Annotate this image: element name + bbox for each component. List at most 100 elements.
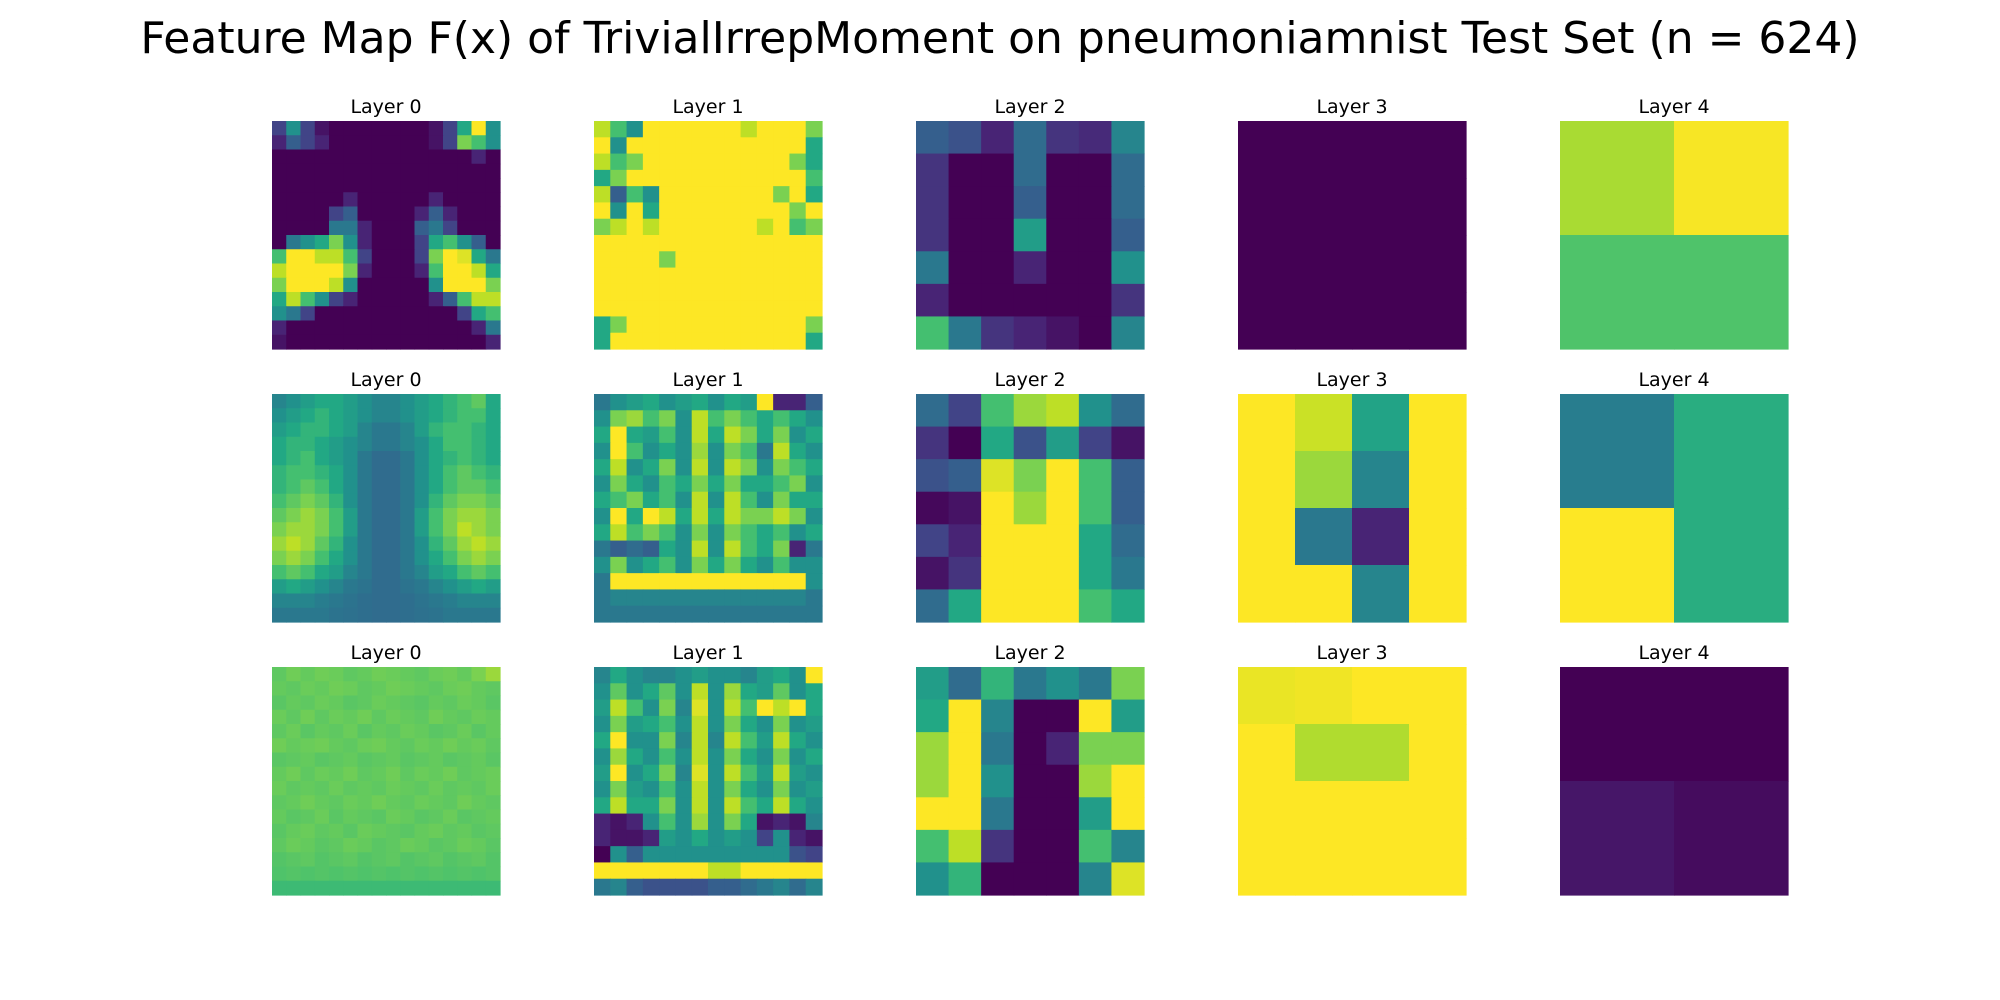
heatmap-cell [789,540,807,558]
heatmap-cell [471,263,487,279]
heatmap-cell [626,267,644,285]
heatmap-cell [272,320,287,336]
heatmap-cell [471,334,487,350]
heatmap-cell [443,709,458,725]
heatmap-cell [659,508,677,525]
heatmap-cell [594,878,611,896]
heatmap-cell [756,862,774,880]
heatmap-cell [1078,491,1113,525]
heatmap-cell [1013,153,1047,187]
heatmap-cell [343,436,359,452]
heatmap-cell [740,715,758,733]
heatmap-cell [343,709,359,725]
heatmap-cell [773,283,791,301]
heatmap-cell [471,695,487,711]
heatmap-cell [272,465,287,481]
heatmap-cell [386,149,401,165]
heatmap-cell [981,153,1015,187]
heatmap-cell [740,573,758,591]
heatmap-cell [724,524,742,542]
heatmap-cell [691,426,709,444]
heatmap-row0-layer-4: Layer 4 [1560,96,1789,350]
heatmap-cell [485,522,501,538]
heatmap-cell [357,607,373,623]
heatmap-cell [485,565,501,580]
heatmap-cell [610,605,628,623]
heatmap-cell [708,846,725,864]
heatmap-cell [675,715,693,733]
heatmap-cell [740,169,758,187]
heatmap-cell [357,752,373,768]
heatmap-cell [343,408,359,424]
heatmap-cell [414,724,430,739]
heatmap-cell [371,135,387,151]
heatmap-cell [642,605,660,623]
feature-map-grid: Layer 0 Layer 1 Layer 2 Layer 3 Layer 4Layer… [272,96,1789,896]
heatmap-cell [642,332,660,350]
heatmap-cell [626,235,644,252]
heatmap-cell [400,451,416,466]
heatmap-cell [659,573,677,591]
heatmap-cell [314,781,330,796]
heatmap-cell [300,866,316,882]
heatmap-cell [414,292,430,307]
heatmap-cell [314,809,330,825]
heatmap-cell [386,306,401,322]
heatmap-cell [329,695,344,711]
heatmap-cell [610,267,628,285]
heatmap-cell [286,579,302,595]
heatmap-cell [1046,283,1080,318]
heatmap-cell [594,410,611,428]
heatmap-cell [773,573,791,591]
heatmap-cell [1013,283,1047,318]
heatmap-cell [428,220,444,236]
heatmap-cell [371,436,387,452]
heatmap-cell [457,709,473,725]
panel-title: Layer 3 [1316,642,1387,664]
heatmap-cell [314,479,330,495]
heatmap-cell [272,550,287,566]
heatmap-cell [272,823,287,839]
heatmap-cell [343,479,359,495]
heatmap-cell [386,880,401,896]
heatmap-cell [386,508,401,523]
heatmap-cell [314,334,330,350]
heatmap-cell [610,573,628,591]
heatmap-cell [724,667,742,684]
heatmap-cell [659,862,677,880]
heatmap-cell [659,332,677,350]
heatmap-cell [805,121,823,138]
heatmap-cell [314,695,330,711]
heatmap-cell [329,206,344,222]
heatmap-cell [948,218,982,252]
heatmap-cell [708,251,725,269]
heatmap-cell [286,277,302,293]
heatmap-cell [708,316,725,334]
heatmap-cell [708,748,725,766]
heatmap-cell [357,306,373,322]
heatmap-cell [329,149,344,165]
heatmap-cell [708,475,725,493]
heatmap-cell [1013,459,1047,493]
heatmap-cell [414,809,430,825]
heatmap-cell [740,218,758,236]
heatmap-cell [286,809,302,825]
heatmap-cell [1111,316,1145,350]
heatmap-cell [485,220,501,236]
heatmap-cell [1352,508,1410,566]
heatmap-cell [724,394,742,411]
heatmap-cell [428,249,444,265]
heatmap-cell [642,732,660,750]
heatmap-cell [400,667,416,682]
heatmap-cell [343,422,359,438]
heatmap-row0-layer-0: Layer 0 [272,96,501,350]
heatmap-cell [691,813,709,831]
heatmap-cell [740,862,758,880]
heatmap-cell [357,695,373,711]
heatmap-cell [314,192,330,208]
heatmap-cell [708,605,725,623]
heatmap-cell [428,149,444,165]
heatmap-cell [329,178,344,193]
heatmap-cell [300,163,316,179]
heatmap-cell [286,536,302,552]
